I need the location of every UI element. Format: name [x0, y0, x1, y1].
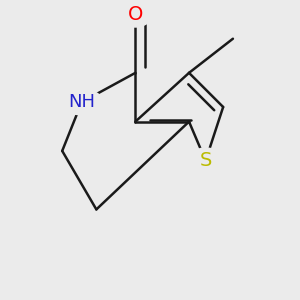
Text: NH: NH [68, 93, 95, 111]
Ellipse shape [119, 2, 152, 27]
Ellipse shape [60, 89, 103, 115]
Text: S: S [200, 151, 212, 170]
Text: O: O [128, 5, 143, 24]
Ellipse shape [189, 148, 222, 173]
